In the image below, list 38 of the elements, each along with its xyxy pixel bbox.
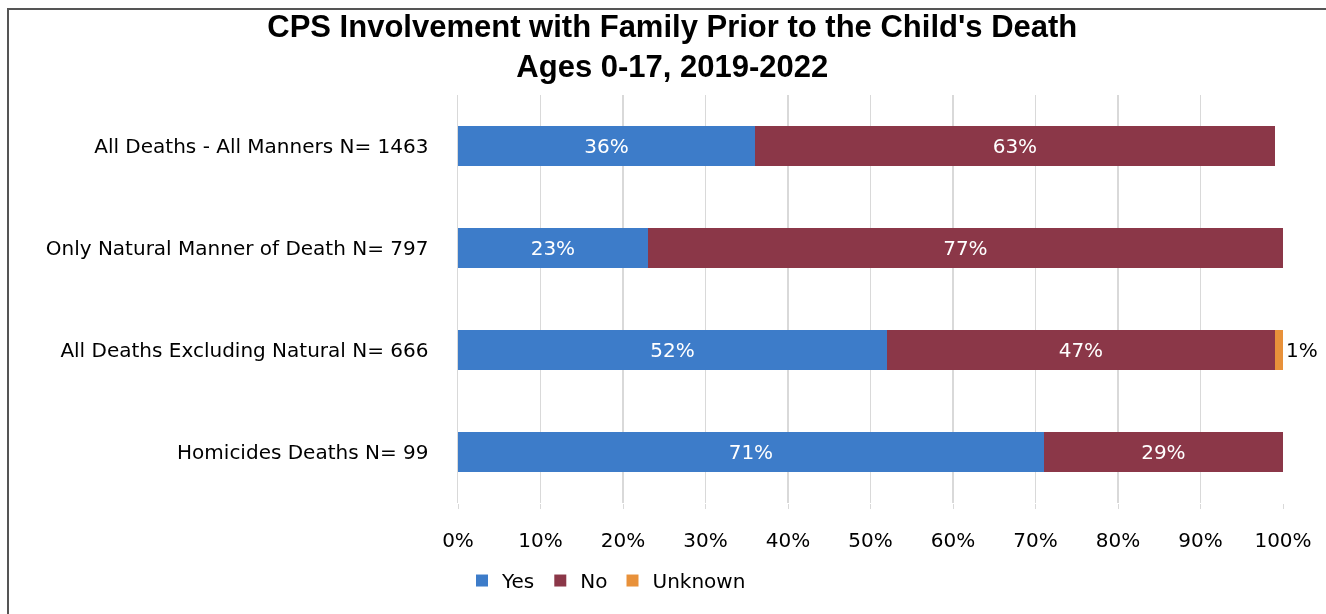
- data-label: 63%: [992, 134, 1038, 158]
- x-tick-label: 20%: [600, 528, 646, 552]
- y-tick-label: All Deaths - All Manners N= 1463: [94, 134, 429, 158]
- x-tick-label: 50%: [848, 528, 893, 552]
- x-tick-label: 100%: [1254, 528, 1312, 552]
- x-tick-label: 10%: [518, 528, 563, 552]
- data-label: 71%: [728, 440, 774, 464]
- x-tick-label: 70%: [1013, 528, 1058, 552]
- bar: [458, 227, 648, 269]
- data-label: 23%: [530, 236, 576, 260]
- x-tick-label: 0%: [442, 528, 474, 552]
- x-tick-label: 60%: [930, 528, 976, 552]
- y-tick-label: Homicides Deaths N= 99: [177, 440, 429, 464]
- bar: [458, 329, 887, 371]
- data-label: 52%: [650, 338, 695, 362]
- data-label: 47%: [1058, 338, 1104, 362]
- x-tick-label: 80%: [1095, 528, 1141, 552]
- x-tick-label: 40%: [765, 528, 811, 552]
- x-tick-label: 30%: [683, 528, 728, 552]
- data-label: 77%: [943, 236, 988, 260]
- y-tick-label: All Deaths Excluding Natural N= 666: [60, 338, 429, 362]
- chart-subtitle: Ages 0-17, 2019-2022: [516, 49, 829, 85]
- bar: [647, 227, 1283, 269]
- legend-label: Yes: [501, 569, 535, 594]
- bar: [1274, 329, 1283, 371]
- bar: [887, 329, 1275, 371]
- bar: [458, 431, 1044, 473]
- data-label: 1%: [1286, 338, 1318, 362]
- legend-label: No: [580, 569, 608, 594]
- legend-label: Unknown: [652, 569, 746, 594]
- x-tick-label: 90%: [1178, 528, 1223, 552]
- bar: [458, 125, 755, 167]
- data-label: 36%: [584, 134, 629, 158]
- bar: [1043, 431, 1283, 473]
- chart-title: CPS Involvement with Family Prior to the Child's Death: [267, 8, 1078, 44]
- y-tick-label: Only Natural Manner of Death N= 797: [45, 236, 429, 260]
- data-label: 29%: [1141, 440, 1186, 464]
- bar: [755, 125, 1275, 167]
